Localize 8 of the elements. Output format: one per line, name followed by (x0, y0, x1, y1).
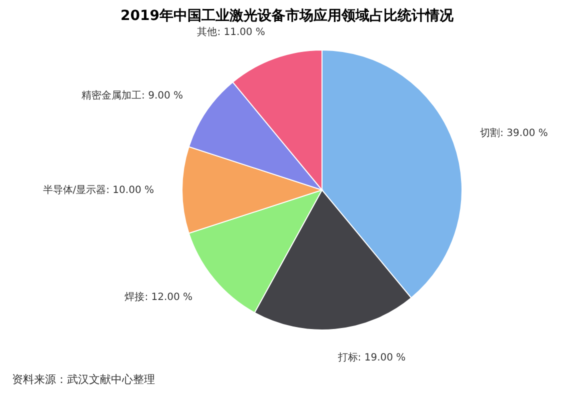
slice-label: 切割: 39.00 % (480, 127, 548, 140)
slice-label: 打标: 19.00 % (336, 351, 406, 364)
slice-label: 精密金属加工: 9.00 % (82, 90, 184, 102)
slice-label: 焊接: 12.00 % (124, 291, 193, 304)
text: 资料来源：武汉文献中心整理 (12, 373, 155, 386)
slice-label: 其他: 11.00 % (197, 26, 266, 38)
slice-label: 半导体/显示器: 10.00 % (42, 184, 154, 196)
chart-title: 2019年中国工业激光设备市场应用领域占比统计情况 (120, 6, 454, 24)
